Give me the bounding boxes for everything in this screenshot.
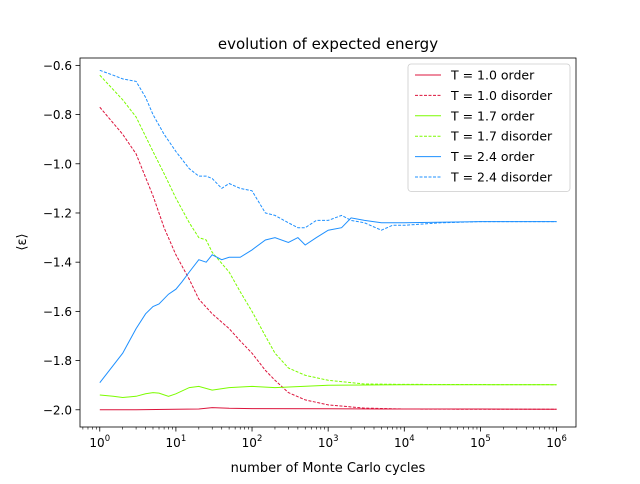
x-tick-label-0: 100	[89, 434, 110, 450]
x-axis-label: number of Monte Carlo cycles	[231, 461, 426, 476]
legend-box	[407, 63, 571, 192]
legend-label-5: T = 2.4 disorder	[450, 170, 553, 185]
legend: T = 1.0 order T = 1.0 disorder T = 1.7 ord…	[407, 63, 571, 192]
y-tick-label-7: −0.6	[43, 59, 72, 73]
x-tick-label-1: 101	[166, 434, 187, 450]
y-tick-label-5: −1.0	[43, 157, 72, 171]
y-tick-label-4: −1.2	[43, 206, 72, 220]
x-tick-label-3: 103	[318, 434, 339, 450]
axes: 100 101 102 103 104 105 106 −2.0 −1.8 −1.6 −1.4 −1.…	[43, 57, 577, 450]
series-line-3	[99, 74, 557, 386]
y-tick-label-3: −1.4	[43, 256, 72, 270]
y-tick-label-1: −1.8	[43, 354, 72, 368]
x-tick-label-6: 106	[546, 434, 567, 450]
legend-label-4: T = 2.4 order	[450, 149, 535, 164]
x-tick-label-2: 102	[242, 434, 263, 450]
legend-label-3: T = 1.7 disorder	[450, 129, 553, 144]
series-line-5	[99, 69, 557, 231]
chart-title: evolution of expected energy	[218, 35, 438, 53]
legend-label-2: T = 1.7 order	[450, 108, 535, 123]
x-tick-label-5: 105	[470, 434, 491, 450]
plot-area	[99, 69, 557, 411]
y-tick-label-0: −2.0	[43, 403, 72, 417]
x-tick-label-4: 104	[394, 434, 415, 450]
y-axis-label: ⟨ε⟩	[15, 233, 30, 250]
legend-label-1: T = 1.0 disorder	[450, 88, 553, 103]
series-line-1	[99, 106, 557, 410]
y-tick-label-6: −0.8	[43, 108, 72, 122]
series-line-2	[99, 384, 557, 399]
legend-label-0: T = 1.0 order	[450, 68, 535, 83]
y-tick-label-2: −1.6	[43, 305, 72, 319]
series-line-4	[99, 217, 557, 384]
